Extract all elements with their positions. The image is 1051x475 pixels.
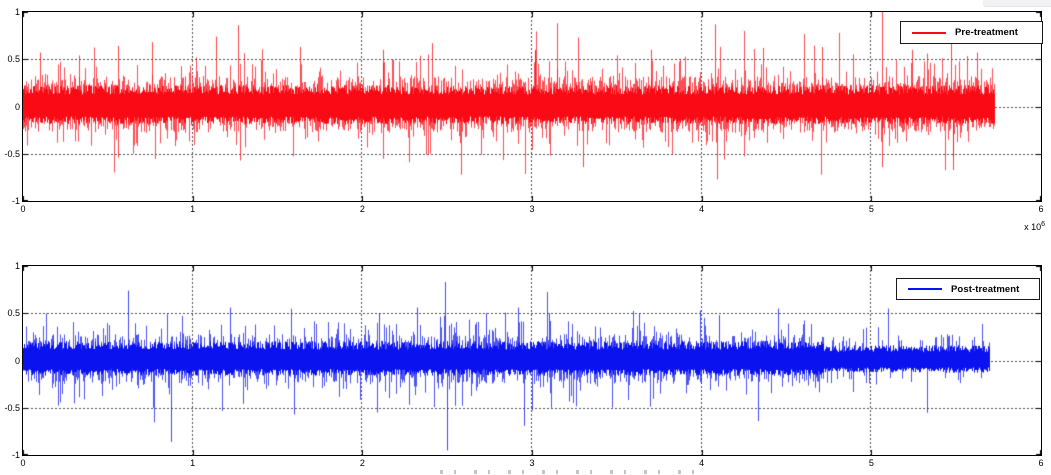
y-tick-label: 1 (14, 261, 20, 271)
x-tick-label: 3 (529, 458, 535, 468)
x-tick-label: 0 (20, 458, 26, 468)
legend-line-sample (908, 288, 942, 290)
legend-line-sample (912, 31, 946, 34)
x-tick-label: 6 (1038, 204, 1044, 214)
y-tick-label: 1 (14, 7, 20, 17)
pre-treatment-waveform-canvas (23, 12, 1041, 201)
legend-label: Pre-treatment (955, 27, 1019, 38)
y-tick-label: -0.5 (4, 148, 20, 159)
cropped-ui-fragment (983, 0, 1051, 7)
x-tick-label: 5 (868, 458, 874, 468)
y-tick-label: 0 (14, 355, 20, 366)
x-tick-label: 1 (190, 204, 196, 214)
y-tick-label: 0.5 (7, 54, 20, 65)
x-tick-label: 1 (190, 458, 196, 468)
exponent-base: x 10 (1024, 222, 1042, 232)
y-tick-label: -1 (11, 196, 20, 206)
y-tick-label: -0.5 (4, 402, 20, 413)
x-tick-label: 6 (1038, 458, 1044, 468)
x-axis-exponent-label: x 106 (1024, 221, 1045, 232)
x-tick-label: 5 (868, 204, 874, 214)
legend-label: Post-treatment (951, 283, 1020, 295)
y-tick-label: -1 (11, 450, 20, 460)
y-tick-label: 0 (14, 101, 20, 112)
post-treatment-plot: 1 0.5 0 -0.5 -1 0 1 2 3 4 5 6 Post-treatment (4, 261, 1043, 468)
x-tick-label: 4 (699, 458, 705, 468)
legend-pre-treatment[interactable]: Pre-treatment (900, 21, 1043, 44)
post-treatment-waveform-canvas (23, 266, 1041, 455)
legend-post-treatment[interactable]: Post-treatment (896, 278, 1040, 300)
x-tick-label: 0 (20, 204, 26, 214)
exponent-power: 6 (1041, 221, 1045, 228)
y-tick-label: 0.5 (7, 308, 20, 319)
x-tick-label: 4 (699, 204, 705, 214)
x-tick-label: 2 (359, 204, 365, 214)
x-tick-label: 2 (359, 458, 365, 468)
x-tick-label: 3 (529, 204, 535, 214)
cropped-xlabel-fragment (440, 470, 708, 474)
